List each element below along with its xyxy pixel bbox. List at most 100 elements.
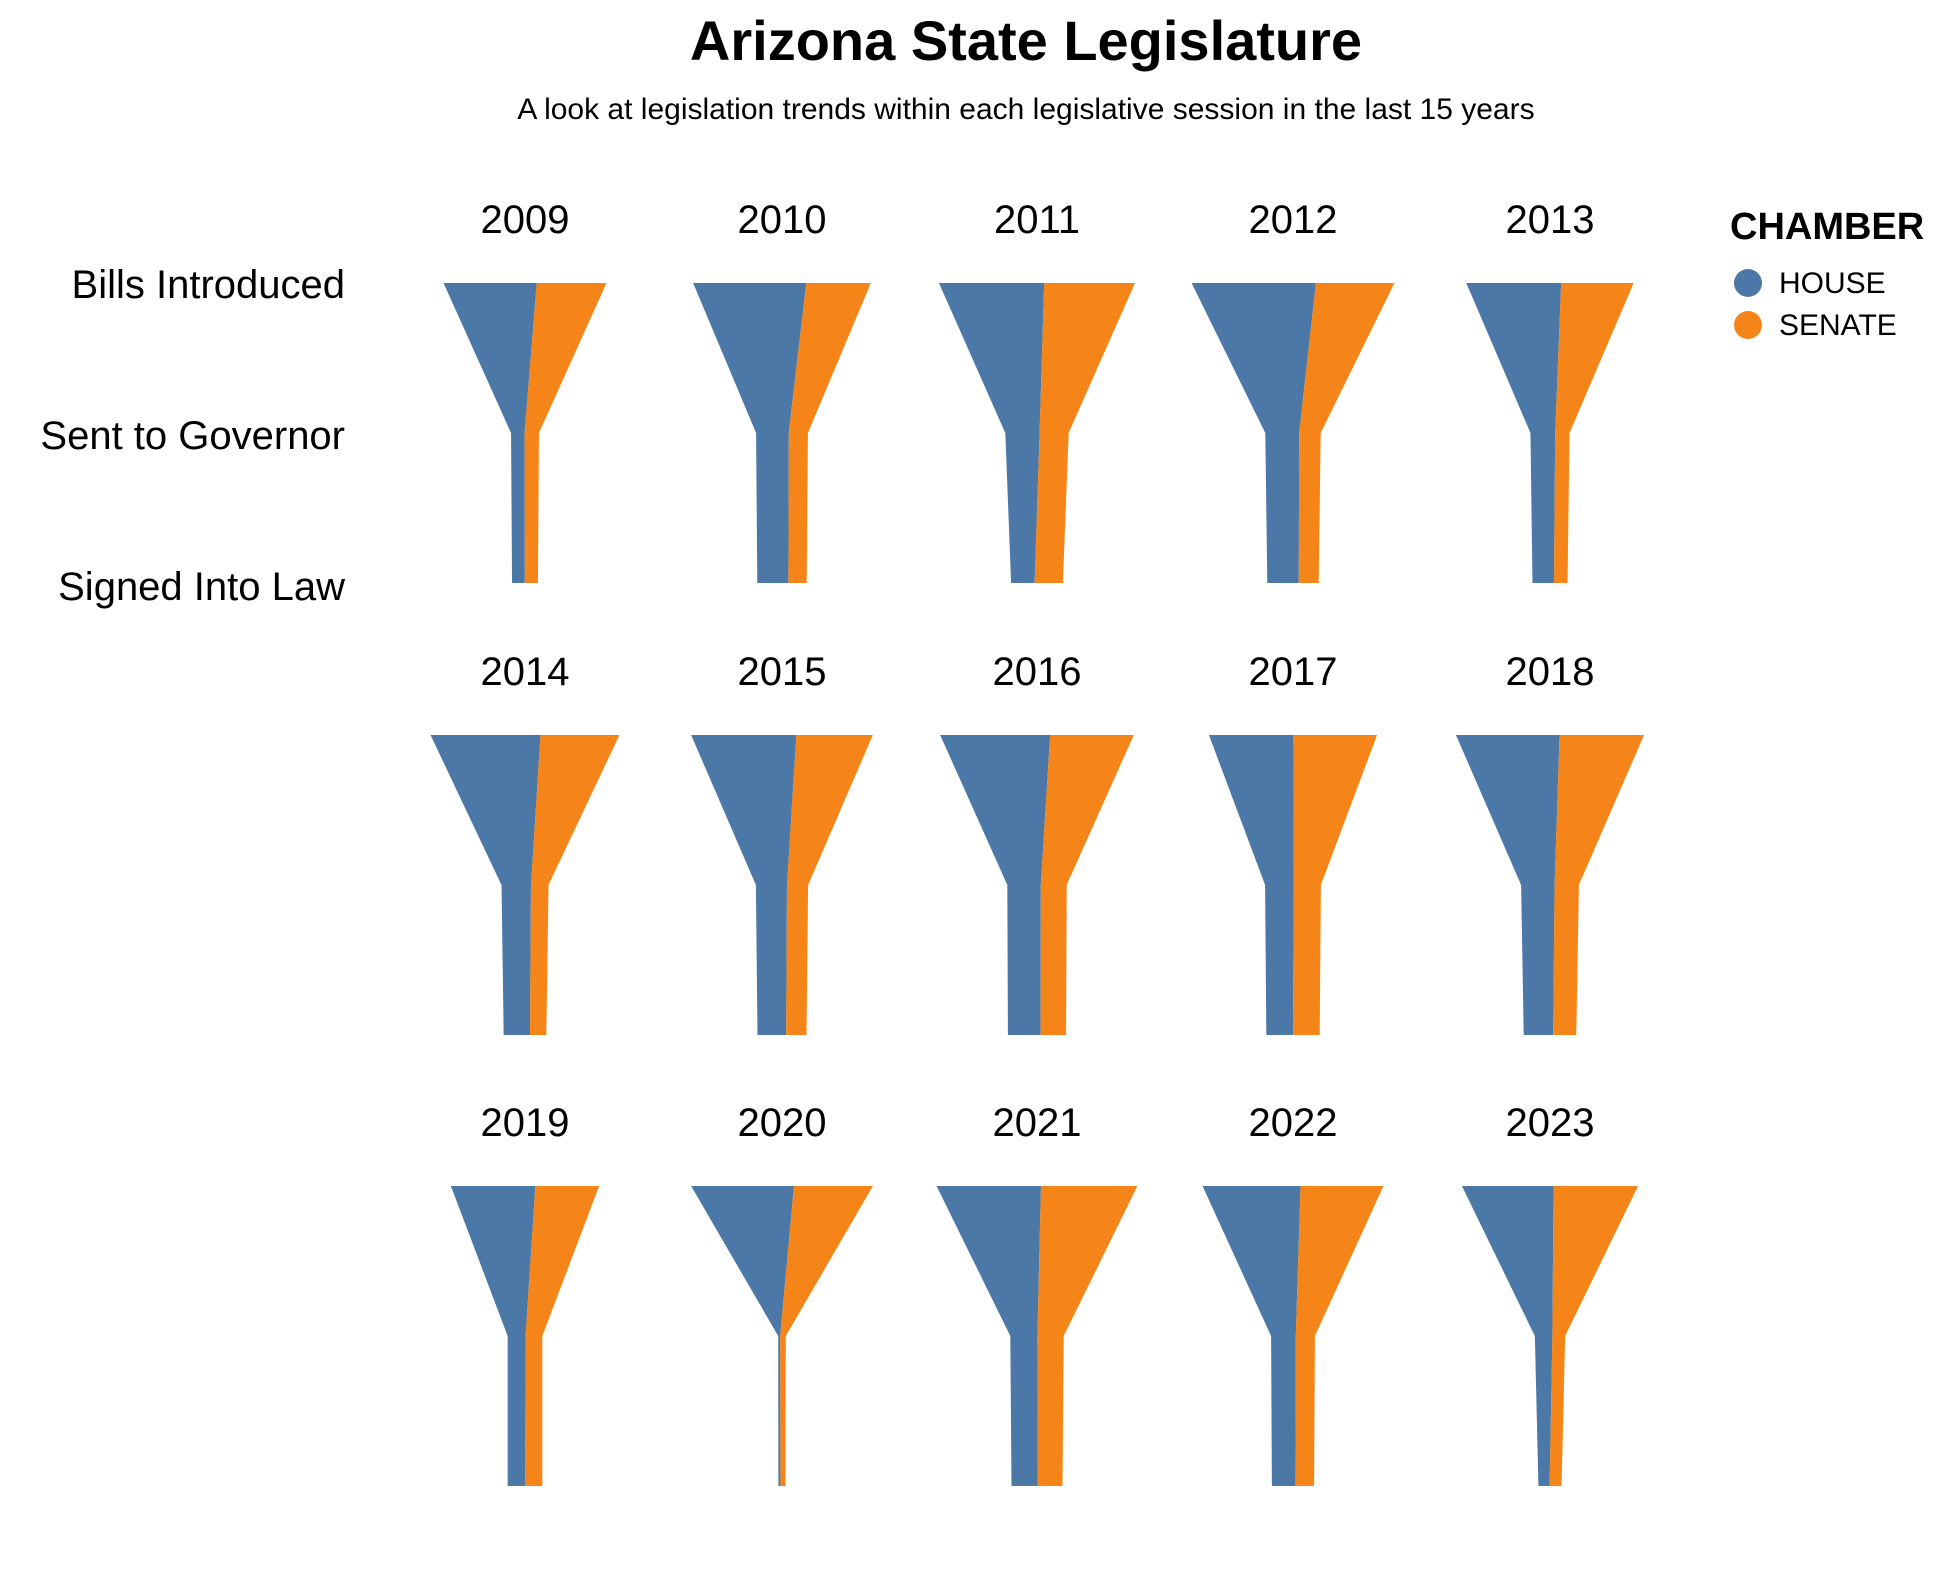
funnel-panel-2016: 2016: [940, 650, 1134, 1035]
senate-segment-governor-to-law: [524, 433, 539, 583]
senate-segment-introduced-to-governor: [530, 735, 620, 885]
chart-title: Arizona State Legislature: [690, 9, 1362, 72]
stage-label-signed-into-law: Signed Into Law: [58, 565, 345, 609]
house-segment-introduced-to-governor: [1202, 1186, 1301, 1336]
house-segment-introduced-to-governor: [1208, 735, 1294, 885]
year-label: 2009: [481, 198, 570, 242]
funnel-panel-2015: 2015: [691, 650, 873, 1035]
chart-subtitle: A look at legislation trends within each…: [517, 93, 1534, 126]
senate-segment-introduced-to-governor: [780, 1186, 873, 1336]
house-segment-governor-to-law: [1010, 1336, 1038, 1486]
funnel-panel-2018: 2018: [1455, 650, 1645, 1035]
funnel-panel-2023: 2023: [1461, 1101, 1639, 1486]
year-label: 2012: [1249, 198, 1338, 242]
senate-segment-governor-to-law: [1295, 1336, 1315, 1486]
senate-segment-governor-to-law: [780, 1336, 786, 1486]
year-label: 2013: [1506, 198, 1595, 242]
senate-segment-introduced-to-governor: [1299, 283, 1395, 433]
senate-segment-governor-to-law: [1034, 433, 1069, 583]
house-segment-introduced-to-governor: [1461, 1186, 1554, 1336]
house-segment-governor-to-law: [511, 433, 525, 583]
legend-swatch-senate: [1734, 311, 1762, 339]
senate-segment-introduced-to-governor: [788, 283, 871, 433]
year-label: 2011: [994, 198, 1080, 242]
house-segment-governor-to-law: [1530, 433, 1556, 583]
senate-segment-introduced-to-governor: [1552, 1186, 1639, 1336]
house-segment-introduced-to-governor: [691, 1186, 794, 1336]
senate-segment-introduced-to-governor: [1295, 1186, 1384, 1336]
house-segment-governor-to-law: [501, 885, 531, 1035]
year-label: 2016: [993, 650, 1082, 694]
senate-segment-governor-to-law: [525, 1336, 543, 1486]
senate-segment-governor-to-law: [1553, 433, 1570, 583]
funnel-panel-2021: 2021: [936, 1101, 1138, 1486]
senate-segment-introduced-to-governor: [1039, 283, 1136, 433]
funnel-panel-2017: 2017: [1208, 650, 1378, 1035]
house-segment-governor-to-law: [755, 885, 787, 1035]
house-segment-introduced-to-governor: [1455, 735, 1560, 885]
year-label: 2017: [1249, 650, 1338, 694]
year-label: 2019: [481, 1101, 570, 1145]
funnel-panel-2009: 2009: [443, 198, 607, 583]
senate-segment-introduced-to-governor: [525, 1186, 600, 1336]
house-segment-governor-to-law: [1007, 885, 1041, 1035]
senate-segment-introduced-to-governor: [1293, 735, 1378, 885]
senate-segment-introduced-to-governor: [786, 735, 873, 885]
senate-segment-governor-to-law: [1293, 885, 1321, 1035]
funnel-panel-2013: 2013: [1466, 198, 1634, 583]
year-label: 2021: [993, 1101, 1082, 1145]
house-segment-introduced-to-governor: [693, 283, 807, 433]
senate-segment-introduced-to-governor: [1040, 735, 1134, 885]
house-segment-introduced-to-governor: [938, 283, 1045, 433]
stage-labels: Bills Introduced Sent to Governor Signed…: [40, 263, 345, 609]
funnel-panel-2010: 2010: [693, 198, 871, 583]
senate-segment-governor-to-law: [1298, 433, 1321, 583]
year-label: 2022: [1249, 1101, 1338, 1145]
house-segment-introduced-to-governor: [443, 283, 537, 433]
house-segment-governor-to-law: [1265, 885, 1294, 1035]
house-segment-introduced-to-governor: [1466, 283, 1562, 433]
funnel-panel-2020: 2020: [691, 1101, 873, 1486]
senate-segment-governor-to-law: [1549, 1336, 1566, 1486]
senate-segment-governor-to-law: [1040, 885, 1067, 1035]
legend-label-house: HOUSE: [1779, 267, 1886, 300]
year-label: 2018: [1506, 650, 1595, 694]
funnel-panel-2012: 2012: [1191, 198, 1395, 583]
year-label: 2015: [738, 650, 827, 694]
house-segment-governor-to-law: [1005, 433, 1040, 583]
senate-segment-governor-to-law: [1553, 885, 1579, 1035]
year-label: 2020: [738, 1101, 827, 1145]
senate-segment-governor-to-law: [788, 433, 808, 583]
year-label: 2010: [738, 198, 827, 242]
funnel-panel-2022: 2022: [1202, 1101, 1384, 1486]
year-label: 2014: [481, 650, 570, 694]
house-segment-governor-to-law: [756, 433, 789, 583]
house-segment-introduced-to-governor: [936, 1186, 1041, 1336]
funnel-panel-2011: 2011: [938, 198, 1136, 583]
senate-segment-introduced-to-governor: [1555, 283, 1634, 433]
legend-title: CHAMBER: [1730, 206, 1924, 248]
house-segment-governor-to-law: [1534, 1336, 1553, 1486]
house-segment-governor-to-law: [507, 1336, 526, 1486]
legend-label-senate: SENATE: [1779, 309, 1897, 342]
senate-segment-governor-to-law: [786, 885, 809, 1035]
panels: 2009 2010 2011 2012 2013 2014 2015 2016 2017 2018…: [430, 198, 1645, 1486]
house-segment-introduced-to-governor: [1191, 283, 1316, 433]
house-segment-introduced-to-governor: [940, 735, 1051, 885]
stage-label-sent-to-governor: Sent to Governor: [40, 414, 345, 458]
house-segment-introduced-to-governor: [691, 735, 797, 885]
funnel-panel-2014: 2014: [430, 650, 620, 1035]
year-label: 2023: [1506, 1101, 1595, 1145]
house-segment-introduced-to-governor: [450, 1186, 536, 1336]
house-segment-governor-to-law: [1265, 433, 1300, 583]
house-segment-governor-to-law: [778, 1336, 781, 1486]
senate-segment-governor-to-law: [529, 885, 549, 1035]
funnel-panel-2019: 2019: [450, 1101, 600, 1486]
legend-swatch-house: [1734, 269, 1762, 297]
house-segment-governor-to-law: [1521, 885, 1555, 1035]
legend: CHAMBER HOUSE SENATE: [1730, 206, 1924, 342]
house-segment-governor-to-law: [1271, 1336, 1296, 1486]
senate-segment-introduced-to-governor: [1554, 735, 1645, 885]
senate-segment-introduced-to-governor: [524, 283, 607, 433]
